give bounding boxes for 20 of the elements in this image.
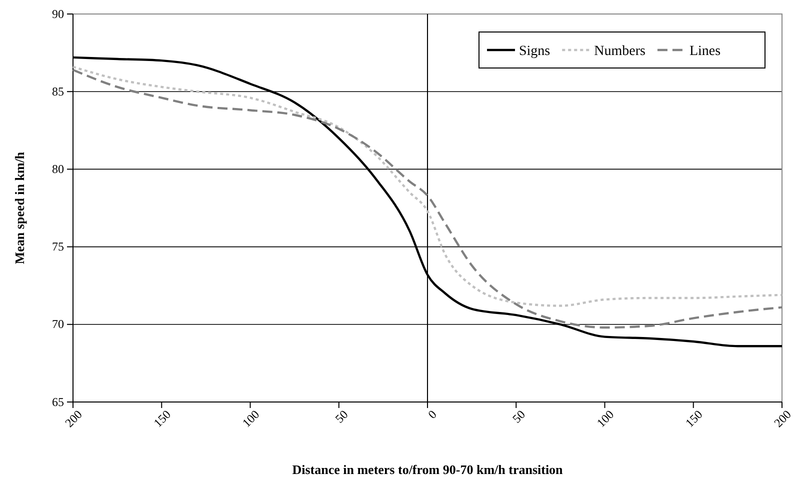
x-tick-label: 100 — [594, 407, 617, 430]
y-tick-label: 80 — [52, 162, 64, 176]
x-tick-label: 50 — [332, 407, 351, 426]
x-tick-label: 100 — [240, 407, 262, 430]
y-tick-label: 90 — [52, 6, 64, 21]
x-tick-label: 0 — [425, 407, 440, 422]
legend-label: Numbers — [594, 44, 646, 59]
legend-label: Lines — [689, 44, 721, 59]
x-tick-label: 150 — [682, 407, 706, 430]
y-tick-label: 75 — [52, 240, 64, 254]
x-tick-label: 150 — [150, 407, 174, 430]
x-tick-label: 200 — [62, 407, 85, 430]
x-tick-label: 200 — [771, 407, 794, 430]
legend-label: Signs — [519, 44, 550, 59]
y-tick-label: 70 — [52, 317, 64, 332]
x-tick-label: 50 — [510, 407, 528, 426]
x-axis-title: Distance in meters to/from 90-70 km/h transition — [292, 462, 564, 477]
y-tick-label: 65 — [52, 394, 64, 409]
y-axis-title: Mean speed in km/h — [12, 151, 27, 264]
y-tick-label: 85 — [52, 84, 64, 98]
